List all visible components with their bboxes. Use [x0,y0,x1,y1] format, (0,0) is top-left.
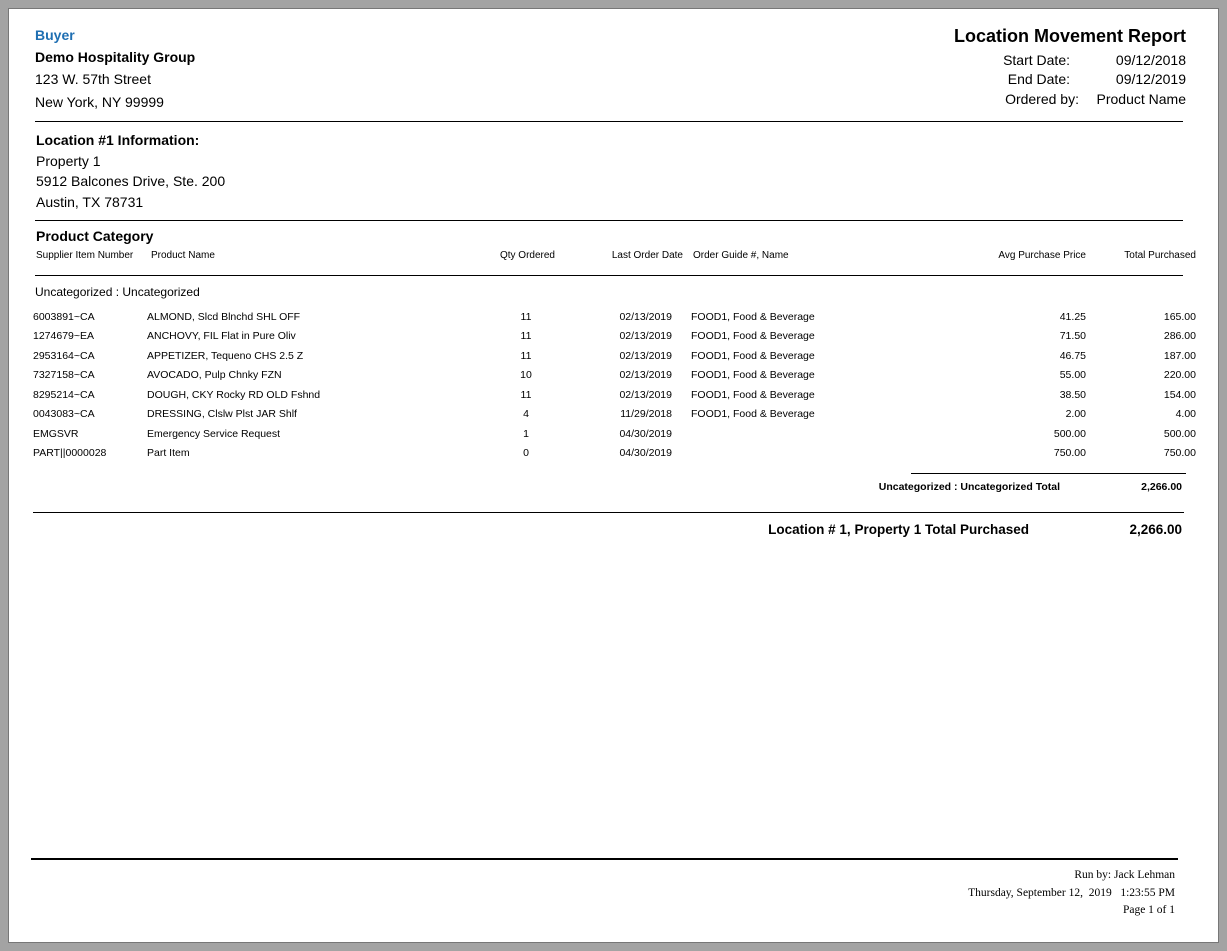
cell-supplier-item-number: 2953164~CA [33,350,95,362]
cell-total-purchased: 500.00 [1163,428,1196,440]
cell-last-order-date: 02/13/2019 [619,389,672,401]
section-title: Product Category [36,228,154,244]
buyer-company: Demo Hospitality Group [35,49,196,65]
cell-order-guide: FOOD1, Food & Beverage [691,311,815,323]
cell-qty-ordered: 11 [520,330,532,342]
column-header-order-guide: Order Guide #, Name [693,250,789,261]
column-header-total-purchased: Total Purchased [1124,250,1196,261]
cell-total-purchased: 750.00 [1163,447,1196,459]
cell-product-name: ALMOND, Slcd Blnchd SHL OFF [147,311,301,323]
cell-product-name: Part Item [147,447,190,459]
cell-total-purchased: 220.00 [1163,369,1196,381]
cell-qty-ordered: 1 [523,428,529,440]
cell-qty-ordered: 11 [520,350,532,362]
start-date-label: Start Date: [1003,52,1070,68]
location-heading: Location #1 Information: [36,132,200,148]
grand-total-value: 2,266.00 [1129,522,1182,537]
cell-total-purchased: 286.00 [1163,330,1196,342]
cell-order-guide: FOOD1, Food & Beverage [691,369,815,381]
subtotal-label: Uncategorized : Uncategorized Total [878,481,1060,493]
buyer-label: Buyer [35,27,75,43]
cell-last-order-date: 04/30/2019 [619,447,672,459]
cell-qty-ordered: 10 [520,369,532,381]
cell-qty-ordered: 11 [520,389,532,401]
divider [33,512,1184,513]
cell-total-purchased: 4.00 [1175,408,1196,420]
cell-supplier-item-number: PART||0000028 [33,447,107,459]
cell-product-name: DOUGH, CKY Rocky RD OLD Fshnd [147,389,321,401]
cell-total-purchased: 187.00 [1163,350,1196,362]
start-date-value: 09/12/2018 [1115,52,1186,68]
end-date-value: 09/12/2019 [1115,71,1186,87]
cell-supplier-item-number: 8295214~CA [33,389,95,401]
cell-order-guide: FOOD1, Food & Beverage [691,350,815,362]
location-name: Property 1 [36,153,101,169]
divider [35,220,1183,221]
cell-product-name: APPETIZER, Tequeno CHS 2.5 Z [147,350,304,362]
run-by: Run by: Jack Lehman [1074,869,1175,881]
footer-divider [31,858,1178,860]
location-address-2: Austin, TX 78731 [36,194,144,210]
cell-qty-ordered: 4 [523,408,529,420]
report-page: Buyer Demo Hospitality Group 123 W. 57th… [8,8,1219,943]
cell-avg-purchase-price: 71.50 [1059,330,1086,342]
cell-last-order-date: 02/13/2019 [619,330,672,342]
cell-supplier-item-number: 0043083~CA [33,408,95,420]
buyer-address-2: New York, NY 99999 [35,94,164,110]
cell-qty-ordered: 0 [523,447,529,459]
ordered-by-value: Product Name [1096,91,1186,107]
cell-avg-purchase-price: 500.00 [1053,428,1086,440]
buyer-address-1: 123 W. 57th Street [35,71,151,87]
cell-qty-ordered: 11 [520,311,532,323]
cell-supplier-item-number: 1274679~EA [33,330,95,342]
end-date-label: End Date: [1007,71,1070,87]
cell-last-order-date: 11/29/2018 [620,408,672,420]
column-header-qty-ordered: Qty Ordered [499,250,555,261]
report-title: Location Movement Report [953,26,1186,46]
column-header-avg-purchase-price: Avg Purchase Price [998,250,1086,261]
cell-avg-purchase-price: 2.00 [1065,408,1086,420]
cell-supplier-item-number: 7327158~CA [33,369,95,381]
column-header-supplier-item-number: Supplier Item Number [36,250,134,261]
header-divider [35,275,1183,276]
cell-total-purchased: 165.00 [1163,311,1196,323]
ordered-by-label: Ordered by: [1005,91,1079,107]
cell-avg-purchase-price: 46.75 [1059,350,1086,362]
cell-last-order-date: 02/13/2019 [619,369,672,381]
column-header-last-order-date: Last Order Date [611,250,683,261]
cell-avg-purchase-price: 750.00 [1053,447,1086,459]
cell-product-name: Emergency Service Request [147,428,281,440]
cell-order-guide: FOOD1, Food & Beverage [691,330,815,342]
divider [35,121,1183,122]
cell-total-purchased: 154.00 [1163,389,1196,401]
subtotal-divider [911,473,1186,474]
cell-last-order-date: 04/30/2019 [619,428,672,440]
group-label: Uncategorized : Uncategorized [35,285,200,299]
cell-supplier-item-number: 6003891~CA [33,311,95,323]
run-datetime: Thursday, September 12, 2019 1:23:55 PM [968,887,1175,899]
cell-order-guide: FOOD1, Food & Beverage [691,408,815,420]
cell-avg-purchase-price: 41.25 [1059,311,1086,323]
cell-product-name: ANCHOVY, FIL Flat in Pure Oliv [147,330,296,342]
cell-last-order-date: 02/13/2019 [619,311,672,323]
grand-total-label: Location # 1, Property 1 Total Purchased [768,522,1029,537]
page-number: Page 1 of 1 [1122,904,1175,916]
location-address-1: 5912 Balcones Drive, Ste. 200 [36,173,226,189]
cell-last-order-date: 02/13/2019 [619,350,672,362]
column-header-product-name: Product Name [151,250,215,261]
subtotal-value: 2,266.00 [1141,481,1182,493]
cell-avg-purchase-price: 38.50 [1059,389,1086,401]
cell-product-name: AVOCADO, Pulp Chnky FZN [147,369,282,381]
cell-avg-purchase-price: 55.00 [1059,369,1086,381]
cell-product-name: DRESSING, Clslw Plst JAR Shlf [147,408,297,420]
cell-order-guide: FOOD1, Food & Beverage [691,389,815,401]
cell-supplier-item-number: EMGSVR [33,428,79,440]
